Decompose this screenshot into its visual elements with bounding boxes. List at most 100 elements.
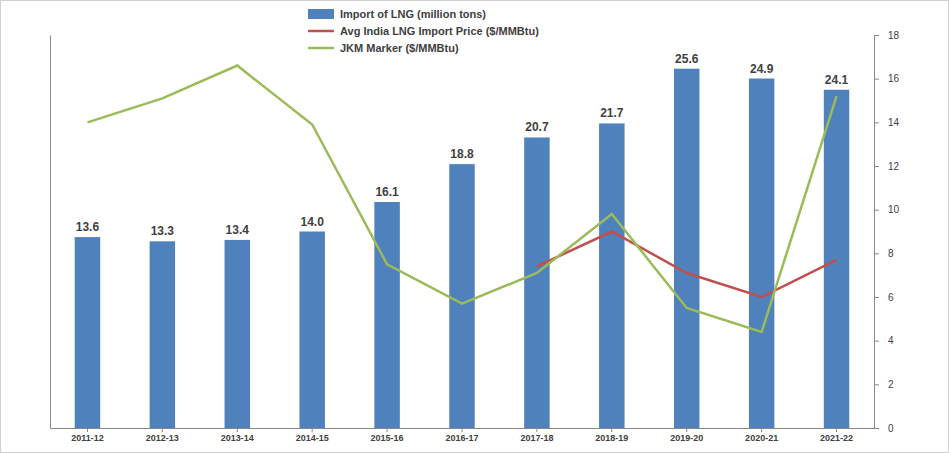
x-tick-mark	[387, 428, 388, 432]
data-label: 16.1	[375, 185, 399, 199]
y2-tick: 14	[874, 117, 900, 128]
legend-entry: JKM Marker ($/MMBtu)	[308, 42, 459, 54]
legend-label: JKM Marker ($/MMBtu)	[340, 42, 459, 54]
data-label: 24.9	[750, 62, 774, 76]
x-tick-label: 2020-21	[745, 433, 778, 443]
x-tick-label: 2017-18	[520, 433, 553, 443]
legend-swatch	[308, 30, 334, 33]
bar	[374, 202, 399, 428]
y2-axis-line	[874, 36, 875, 429]
x-tick-mark	[836, 428, 837, 432]
y2-tick: 8	[874, 248, 894, 259]
y2-tick: 6	[874, 292, 894, 303]
y2-tick-mark	[874, 166, 879, 167]
x-tick-label: 2021-22	[820, 433, 853, 443]
y2-tick-label: 10	[888, 204, 900, 215]
bar	[674, 69, 699, 428]
y-axis-line	[50, 36, 51, 429]
bar	[824, 90, 849, 428]
y2-tick-label: 16	[888, 73, 900, 84]
y2-tick-mark	[874, 210, 879, 211]
y2-tick: 0	[874, 423, 894, 434]
x-tick-mark	[162, 428, 163, 432]
legend-entry: Avg India LNG Import Price ($/MMBtu)	[308, 25, 539, 37]
data-label: 18.8	[450, 147, 474, 161]
data-label: 21.7	[600, 106, 624, 120]
legend-swatch	[308, 9, 334, 19]
bar	[524, 137, 549, 428]
y2-tick-mark	[874, 35, 879, 36]
x-tick-label: 2016-17	[445, 433, 478, 443]
y2-tick-mark	[874, 428, 879, 429]
y-axis	[50, 36, 51, 429]
y2-tick: 18	[874, 30, 900, 41]
x-tick-mark	[87, 428, 88, 432]
legend-entry: Import of LNG (million tons)	[308, 8, 486, 20]
chart: 2011-12 2012-13 2013-14 2014-15 2015-16 2016-…	[0, 0, 949, 453]
y2-tick-label: 14	[888, 117, 900, 128]
x-tick-mark	[611, 428, 612, 432]
x-tick-label: 2019-20	[670, 433, 703, 443]
y2-tick-mark	[874, 384, 879, 385]
x-tick-label: 2018-19	[595, 433, 628, 443]
x-tick: 2021-22	[820, 428, 853, 443]
y2-tick: 2	[874, 379, 894, 390]
y2-tick-label: 12	[888, 161, 900, 172]
y2-tick-mark	[874, 253, 879, 254]
bar	[299, 232, 324, 429]
bar	[449, 164, 474, 428]
chart-border	[1, 1, 949, 453]
x-tick-label: 2015-16	[371, 433, 404, 443]
y2-tick-mark	[874, 122, 879, 123]
x-tick-label: 2014-15	[296, 433, 329, 443]
data-label: 13.6	[76, 220, 100, 234]
bar	[150, 241, 175, 428]
bar	[599, 123, 624, 428]
marks	[75, 66, 850, 428]
x-tick: 2018-19	[595, 428, 628, 443]
y2-tick-mark	[874, 341, 879, 342]
data-label: 14.0	[301, 215, 325, 229]
y2-tick: 10	[874, 204, 900, 215]
legend-label: Import of LNG (million tons)	[340, 8, 486, 20]
x-tick-mark	[462, 428, 463, 432]
x-tick-label: 2012-13	[146, 433, 179, 443]
y2-tick: 12	[874, 161, 900, 172]
data-labels: 13.6 13.3 13.4 14.0 16.1 18.8 20.7 21.7 25.6 24.9…	[76, 52, 849, 239]
legend-label: Avg India LNG Import Price ($/MMBtu)	[340, 25, 539, 37]
x-tick-mark	[686, 428, 687, 432]
data-label: 24.1	[825, 73, 849, 87]
data-label: 13.4	[226, 223, 250, 237]
x-tick-mark	[536, 428, 537, 432]
y2-tick: 4	[874, 335, 894, 346]
plot: 2011-12 2012-13 2013-14 2014-15 2015-16 2016-…	[51, 30, 900, 444]
y2-tick-label: 18	[888, 30, 900, 41]
bar	[749, 79, 774, 428]
y2-tick-label: 8	[888, 248, 894, 259]
x-tick: 2019-20	[670, 428, 703, 443]
data-label: 20.7	[525, 120, 549, 134]
x-tick: 2011-12	[71, 428, 104, 443]
y2-tick-label: 4	[888, 335, 894, 346]
legend: Import of LNG (million tons) Avg India LN…	[308, 8, 539, 54]
y2-tick-label: 6	[888, 292, 894, 303]
x-tick: 2020-21	[745, 428, 778, 443]
x-tick: 2015-16	[371, 428, 404, 443]
x-axis: 2011-12 2012-13 2013-14 2014-15 2015-16 2016-…	[51, 428, 875, 443]
x-tick-mark	[761, 428, 762, 432]
x-tick: 2014-15	[296, 428, 329, 443]
x-tick: 2012-13	[146, 428, 179, 443]
y2-tick-mark	[874, 79, 879, 80]
x-tick-label: 2011-12	[71, 433, 104, 443]
data-label: 25.6	[675, 52, 699, 66]
y2-tick: 16	[874, 73, 900, 84]
y2-tick-label: 0	[888, 423, 894, 434]
x-tick: 2016-17	[445, 428, 478, 443]
bar	[225, 240, 250, 428]
x-tick: 2013-14	[221, 428, 254, 443]
data-label: 13.3	[151, 224, 175, 238]
x-tick-mark	[237, 428, 238, 432]
legend-swatch	[308, 47, 334, 50]
bar	[75, 237, 100, 428]
x-tick-mark	[312, 428, 313, 432]
